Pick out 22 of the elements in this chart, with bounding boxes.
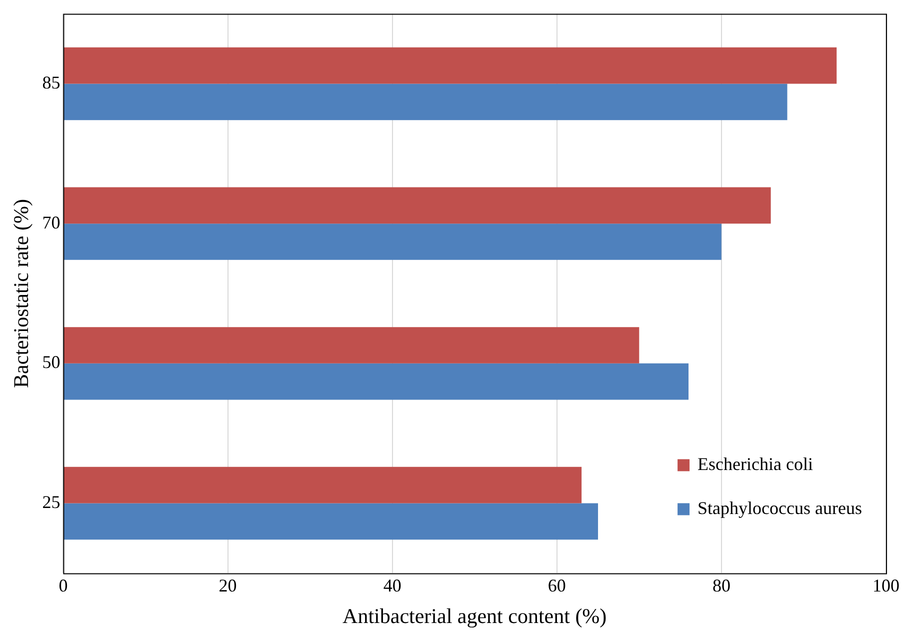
bar bbox=[64, 224, 722, 260]
x-tick-label: 0 bbox=[58, 576, 68, 596]
legend-label: Staphylococcus aureus bbox=[698, 498, 862, 518]
legend-label: Escherichia coli bbox=[698, 454, 813, 474]
x-tick-label: 40 bbox=[383, 576, 402, 596]
bar bbox=[64, 187, 771, 224]
y-tick-label: 70 bbox=[42, 212, 60, 232]
y-tick-label: 25 bbox=[42, 492, 60, 512]
bar bbox=[64, 327, 640, 364]
x-tick-label: 80 bbox=[712, 576, 730, 596]
bar bbox=[64, 363, 689, 400]
y-tick-label: 50 bbox=[42, 352, 60, 372]
y-axis-title: Bacteriostatic rate (%) bbox=[9, 199, 34, 388]
x-axis-title: Antibacterial agent content (%) bbox=[342, 604, 607, 628]
y-tick-label: 85 bbox=[42, 72, 60, 92]
bar bbox=[64, 503, 598, 540]
x-tick-label: 100 bbox=[872, 576, 900, 596]
x-tick-label: 20 bbox=[218, 576, 237, 596]
bar bbox=[64, 84, 788, 120]
bar bbox=[64, 47, 837, 84]
bar bbox=[64, 466, 582, 504]
x-tick-label: 60 bbox=[548, 576, 566, 596]
